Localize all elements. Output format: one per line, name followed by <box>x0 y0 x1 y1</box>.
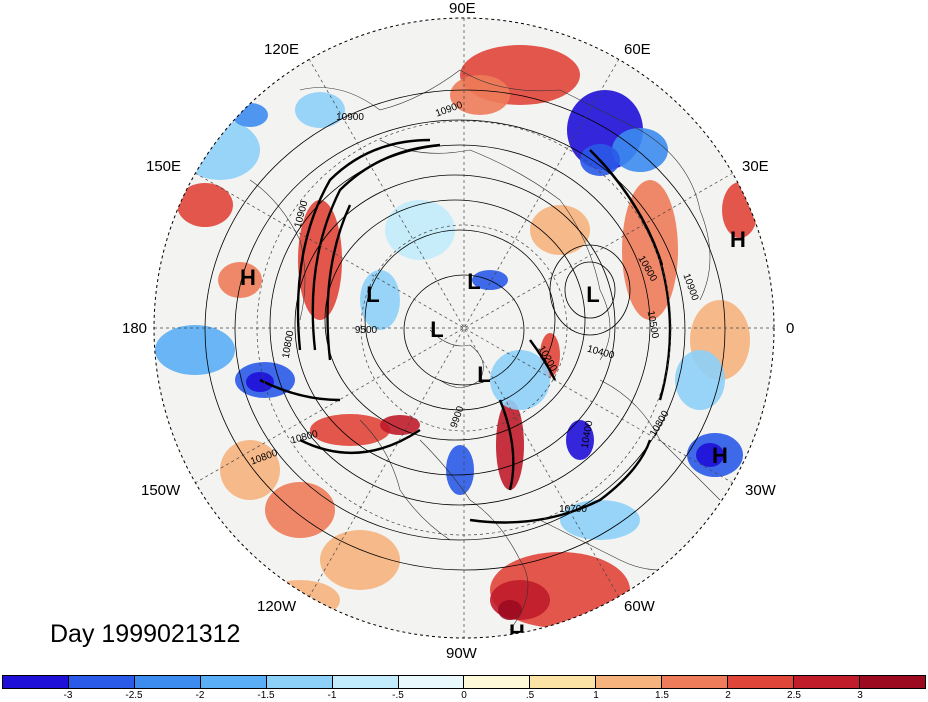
longitude-label-120w: 120W <box>257 598 297 615</box>
longitude-label-180: 180 <box>122 320 148 337</box>
anomaly-blob <box>177 183 233 227</box>
low-pressure-marker: L <box>586 282 599 307</box>
longitude-label-60w: 60W <box>624 598 655 615</box>
colorbar-cell <box>596 676 663 688</box>
anomaly-blob <box>232 103 268 127</box>
high-pressure-marker: H <box>730 227 746 252</box>
contour-label: 10400 <box>580 419 596 449</box>
anomaly-blob <box>622 180 678 320</box>
anomaly-blob <box>675 350 725 410</box>
anomaly-blob <box>155 325 235 375</box>
contour-label: 9500 <box>355 325 378 336</box>
contour-label: 10900 <box>336 112 364 123</box>
longitude-label-0: 0 <box>786 320 795 337</box>
anomaly-blob <box>320 530 400 590</box>
colorbar-cell <box>728 676 795 688</box>
colorbar-tick-label: -2.5 <box>125 690 143 701</box>
day-label: Day 1999021312 <box>50 620 241 648</box>
colorbar-cell <box>332 676 399 688</box>
longitude-label-90w: 90W <box>446 645 477 662</box>
colorbar-tick-label: 3 <box>857 690 863 701</box>
colorbar-tick-label: 1.5 <box>655 690 669 701</box>
anomaly-blob <box>490 350 550 410</box>
colorbar-tick-label: 0 <box>461 690 467 701</box>
longitude-label-30w: 30W <box>745 482 776 499</box>
anomaly-blob <box>380 415 420 435</box>
contour-label: 10800 <box>281 329 297 359</box>
colorbar-cell <box>266 676 333 688</box>
colorbar-tick-label: -.5 <box>392 690 404 701</box>
anomaly-blob <box>246 372 274 392</box>
anomaly-blob <box>310 414 390 446</box>
high-pressure-marker: H <box>240 265 256 290</box>
low-pressure-marker: L <box>467 269 480 294</box>
anomaly-blob <box>180 120 260 180</box>
colorbar-tick-label: 2 <box>725 690 731 701</box>
low-pressure-marker: L <box>366 282 379 307</box>
anomaly-blob <box>446 445 474 495</box>
longitude-label-120e: 120E <box>264 41 300 58</box>
longitude-label-150e: 150E <box>146 158 182 175</box>
anomaly-blob <box>498 600 522 620</box>
colorbar-cell <box>530 676 597 688</box>
longitude-label-30e: 30E <box>742 158 769 175</box>
low-pressure-marker: L <box>477 362 490 387</box>
anomaly-blob <box>530 205 590 255</box>
longitude-label-60e: 60E <box>624 41 651 58</box>
anomaly-blob <box>496 400 524 490</box>
colorbar-tick-label: -2 <box>195 690 205 701</box>
geopotential-contours <box>204 89 726 571</box>
colorbar-tick-label: -1 <box>327 690 337 701</box>
colorbar-cell <box>794 676 860 688</box>
map-boundary <box>153 17 775 639</box>
lat-lon-grid <box>154 18 774 638</box>
colorbar-cell <box>859 676 925 688</box>
longitude-label-150w: 150W <box>141 482 181 499</box>
high-pressure-marker: H <box>712 443 728 468</box>
colorbar-cell <box>68 676 135 688</box>
colorbar-bar <box>2 675 926 689</box>
colorbar-tick-label: .5 <box>525 690 535 701</box>
anomaly-blob <box>220 440 280 500</box>
contour-label: 10700 <box>559 504 587 515</box>
low-pressure-marker: L <box>430 317 443 342</box>
anomaly-blob <box>295 92 345 128</box>
anomaly-blob <box>385 200 455 260</box>
colorbar-tick-label: -1.5 <box>257 690 275 701</box>
colorbar-tick-label: 1 <box>593 690 599 701</box>
jet-streams <box>259 138 672 524</box>
colorbar-tick-label: -3 <box>63 690 73 701</box>
colorbar-cell <box>662 676 729 688</box>
anomaly-blob <box>566 420 594 460</box>
polar-map: 1090010900109001080010800108001070010600… <box>153 17 775 639</box>
longitude-label-90e: 90E <box>449 0 476 17</box>
anomaly-blob <box>612 128 668 172</box>
colorbar-cell <box>134 676 201 688</box>
colorbar-cell <box>398 676 465 688</box>
colorbar-cell <box>200 676 267 688</box>
colorbar-tick-label: 2.5 <box>787 690 801 701</box>
anomaly-blob <box>696 443 724 467</box>
contour-label: 10500 <box>645 310 661 340</box>
map-field: 1090010900109001080010800108001070010600… <box>154 18 774 638</box>
anomaly-blob <box>265 482 335 538</box>
colorbar-cell <box>3 676 69 688</box>
colorbar-cell <box>464 676 531 688</box>
anomaly-blob <box>218 262 262 298</box>
colorbar: -3 -2.5 -2 -1.5 -1 -.5 0 .5 1 1.5 2 2.5 3 <box>0 675 928 702</box>
